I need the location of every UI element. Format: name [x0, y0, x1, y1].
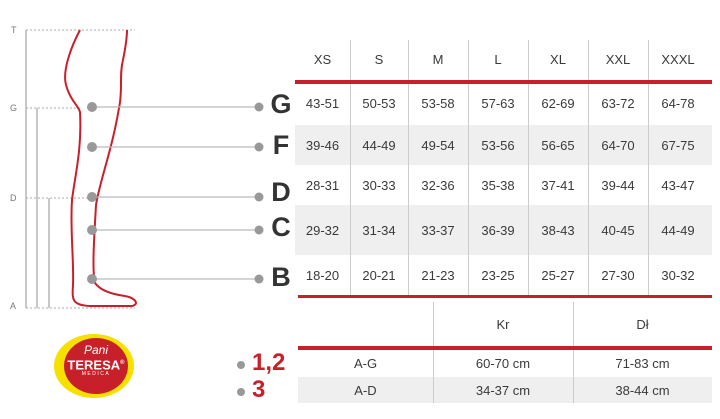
table-cell: 44-49: [362, 137, 396, 153]
row-shade: [295, 125, 712, 165]
bullet-icon: [237, 388, 245, 396]
table-cell: 35-38: [481, 177, 515, 193]
table-cell: 39-46: [305, 137, 340, 153]
marker-label: 3: [252, 376, 266, 403]
table-cell: 39-44: [601, 177, 635, 193]
point-dot: [87, 102, 97, 112]
table-cell: 56-65: [541, 137, 575, 153]
point-dot: [254, 102, 264, 112]
row-label: A-D: [354, 382, 377, 398]
col-divider: [528, 40, 529, 297]
axis-label-g: G: [10, 103, 18, 113]
header-divider: [298, 346, 712, 350]
header-cell: L: [494, 51, 502, 67]
table-cell: 30-32: [661, 267, 695, 283]
point-dot: [254, 225, 264, 235]
table-cell: 38-43: [541, 222, 575, 238]
header-cell: S: [374, 51, 384, 67]
point-dot: [254, 142, 264, 152]
table-cell: 43-47: [661, 177, 695, 193]
leg-outline: [64, 29, 137, 307]
table-cell: 53-56: [481, 137, 515, 153]
table-cell: 67-75: [661, 137, 695, 153]
table-cell: 34-37 cm: [475, 382, 531, 398]
table-cell: 28-31: [305, 177, 340, 193]
axis-label-d: D: [10, 193, 17, 203]
header-cell: XXXL: [661, 51, 695, 67]
header-cell: XL: [550, 51, 566, 67]
table-cell: 50-53: [362, 96, 396, 111]
col-divider: [468, 40, 469, 297]
row-shade: [298, 377, 712, 403]
point-label-g: G: [270, 89, 292, 119]
table-cell: 44-49: [661, 222, 695, 238]
table-cell: 64-78: [661, 96, 695, 111]
table-cell: 36-39: [481, 222, 515, 238]
table-cell: 49-54: [421, 137, 455, 153]
measure-lines: [25, 30, 50, 308]
logo-text: Pani: [83, 343, 109, 357]
logo-text: TERESA®: [67, 357, 125, 373]
logo-text: MEDICA: [81, 371, 111, 378]
table-cell: 32-36: [421, 177, 455, 193]
bullet-icon: [237, 361, 245, 369]
marker-label: 1,2: [252, 349, 286, 376]
header-cell: Kr: [496, 316, 510, 332]
table-cell: 20-21: [362, 267, 396, 283]
table-cell: 57-63: [481, 96, 515, 111]
header-cell: XS: [313, 51, 332, 67]
table-cell: 25-27: [541, 267, 575, 283]
point-label-f: F: [272, 130, 290, 160]
table-cell: 64-70: [601, 137, 635, 153]
point-dot: [87, 142, 97, 152]
col-divider: [648, 40, 649, 297]
point-dot: [254, 192, 264, 202]
logo-inner: Pani TERESA® MEDICA: [64, 338, 128, 394]
col-divider: [408, 40, 409, 297]
axis-label-t: T: [11, 25, 17, 35]
table-cell: 43-51: [305, 96, 340, 111]
table-cell: 29-32: [305, 222, 340, 238]
table-cell: 38-44 cm: [615, 382, 670, 398]
leg-diagram: [25, 29, 264, 309]
table-cell: 23-25: [481, 267, 515, 283]
table-cell: 60-70 cm: [475, 356, 531, 371]
axis-label-a: A: [10, 301, 17, 311]
point-dot: [87, 225, 97, 235]
table-cell: 18-20: [305, 267, 340, 283]
table-cell: 40-45: [601, 222, 635, 238]
col-divider: [588, 40, 589, 297]
table-cell: 53-58: [421, 96, 455, 111]
point-dot: [254, 274, 264, 284]
table-cell: 37-41: [541, 177, 575, 193]
table-cell: 71-83 cm: [615, 356, 670, 371]
col-divider: [350, 40, 351, 297]
table-cell: 62-69: [541, 96, 575, 111]
point-dot: [87, 192, 97, 202]
point-label-d: D: [271, 177, 291, 207]
row-label: A-G: [353, 356, 378, 371]
header-divider: [295, 80, 712, 84]
header-cell: [298, 302, 433, 346]
header-cell: Dł: [636, 316, 649, 332]
row-shade: [295, 205, 712, 255]
table-cell: 63-72: [601, 96, 635, 111]
col-divider: [433, 302, 434, 403]
header-cell: XXL: [605, 51, 631, 67]
guide-lines: [26, 29, 135, 309]
point-label-b: B: [271, 262, 291, 292]
table-bottom-line: [298, 295, 712, 298]
table-cell: 33-37: [421, 222, 455, 238]
point-label-c: C: [271, 212, 291, 242]
table-cell: 31-34: [362, 222, 396, 238]
point-lines: [92, 106, 259, 280]
header-cell: M: [432, 51, 444, 67]
table-cell: 27-30: [601, 267, 635, 283]
col-divider: [573, 302, 574, 403]
table-cell: 30-33: [362, 177, 396, 193]
table-cell: 21-23: [421, 267, 455, 283]
point-dot: [87, 274, 97, 284]
